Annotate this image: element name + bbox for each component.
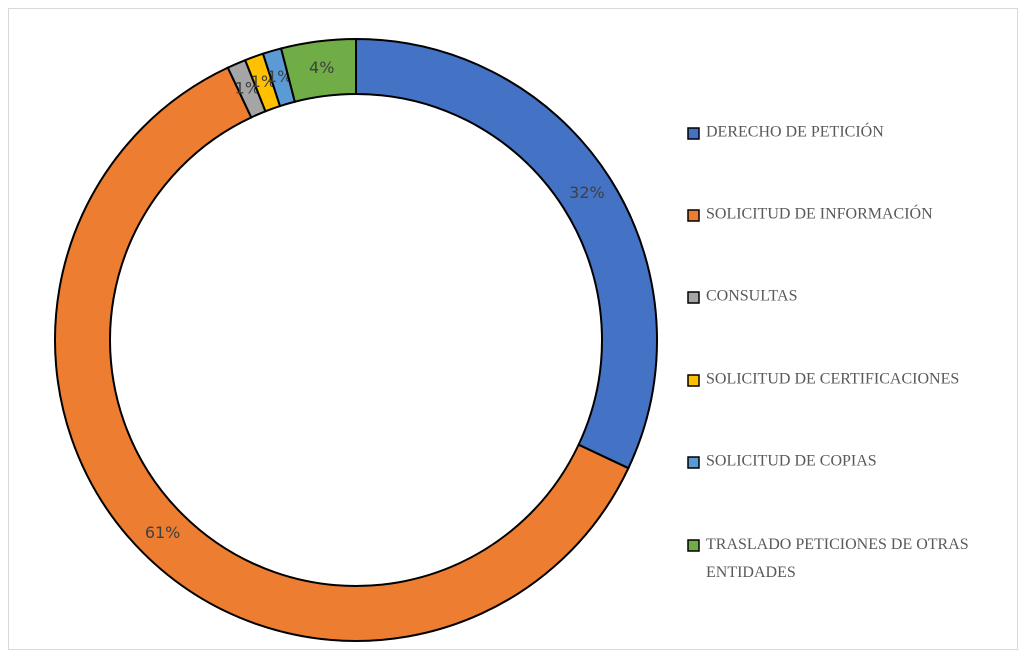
- legend-swatch: [687, 374, 700, 387]
- legend-swatch: [687, 539, 700, 552]
- legend-label: SOLICITUD DE INFORMACIÓN: [706, 204, 933, 223]
- legend-label: SOLICITUD DE CERTIFICACIONES: [706, 371, 959, 388]
- legend-swatch: [687, 291, 700, 304]
- legend-swatch: [687, 127, 700, 140]
- legend-label: DERECHO DE PETICIÓN: [706, 122, 884, 141]
- data-label: 4%: [309, 58, 334, 77]
- data-label: 32%: [569, 183, 605, 202]
- data-label: 1%: [267, 67, 292, 86]
- data-label: 61%: [145, 523, 181, 542]
- legend-line: TRASLADO PETICIONES DE OTRAS: [706, 536, 969, 553]
- legend-label: TRASLADO PETICIONES DE OTRAS ENTIDADES: [706, 536, 969, 581]
- legend-line: ENTIDADES: [706, 564, 796, 581]
- legend-label: CONSULTAS: [706, 288, 797, 305]
- legend-swatch: [687, 456, 700, 469]
- donut-slice: [54, 66, 630, 642]
- legend-label: SOLICITUD DE COPIAS: [706, 453, 877, 470]
- legend-swatch: [687, 209, 700, 222]
- donut-slice: [279, 37, 357, 103]
